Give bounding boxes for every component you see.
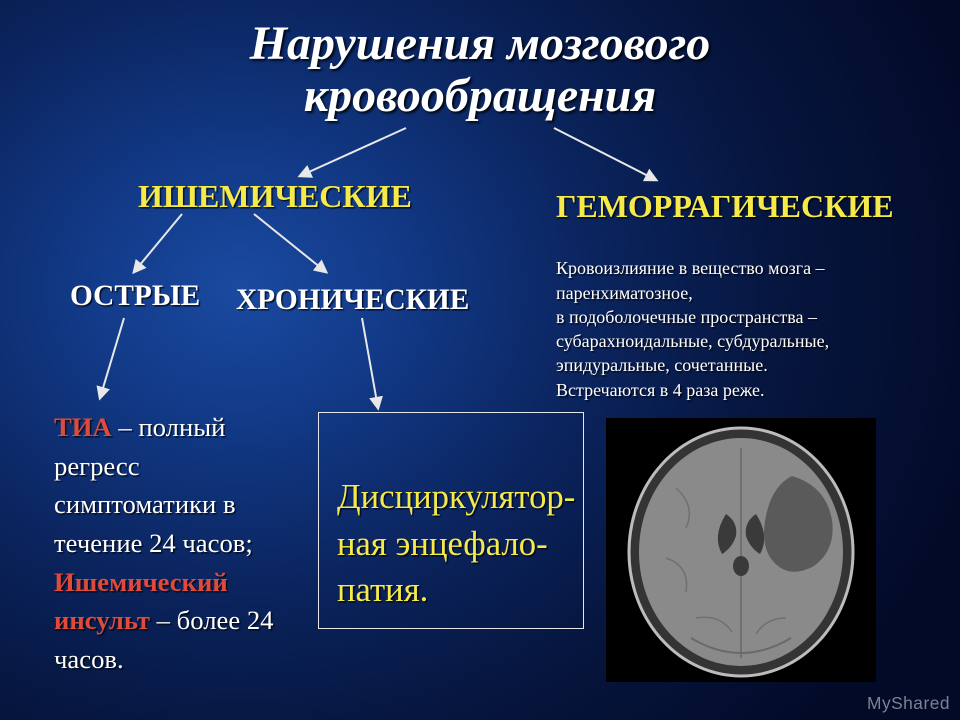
branch-ischemic-label: ИШЕМИЧЕСКИЕ — [138, 178, 412, 214]
slide-root: Нарушения мозгового кровообращения ИШЕМИ… — [0, 0, 960, 720]
node-chronic-label: ХРОНИЧЕСКИЕ — [236, 284, 469, 316]
node-acute-label: ОСТРЫЕ — [70, 280, 200, 312]
node-chronic: ХРОНИЧЕСКИЕ — [236, 284, 469, 317]
title-line1: Нарушения мозгового — [250, 17, 711, 70]
hemorrhagic-detail-text: Кровоизлияние в вещество мозга – паренхи… — [556, 258, 829, 399]
tia-label: ТИА — [54, 412, 112, 442]
chronic-callout-text: Дисциркулятор- ная энцефало- патия. — [337, 478, 575, 610]
watermark: MyShared — [867, 693, 950, 714]
branch-ischemic: ИШЕМИЧЕСКИЕ — [138, 178, 412, 215]
title-line2: кровообращения — [304, 69, 656, 122]
node-acute: ОСТРЫЕ — [70, 280, 200, 313]
hemorrhagic-detail: Кровоизлияние в вещество мозга – паренхи… — [556, 232, 936, 402]
branch-hemorrhagic-label: ГЕМОРРАГИЧЕСКИЕ — [556, 188, 894, 224]
acute-detail: ТИА – полный регресс симптоматики в тече… — [54, 408, 304, 679]
slide-title: Нарушения мозгового кровообращения — [0, 18, 960, 122]
ct-scan-image — [606, 418, 876, 682]
chronic-callout: Дисциркулятор- ная энцефало- патия. — [318, 412, 584, 629]
watermark-text: MyShared — [867, 693, 950, 713]
branch-hemorrhagic: ГЕМОРРАГИЧЕСКИЕ — [556, 188, 894, 225]
